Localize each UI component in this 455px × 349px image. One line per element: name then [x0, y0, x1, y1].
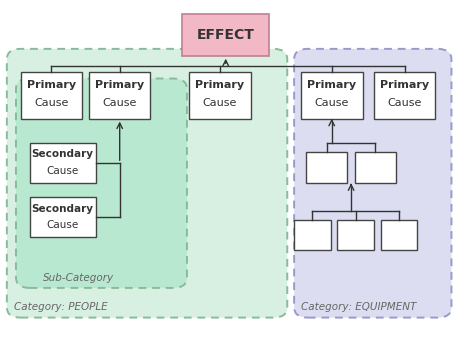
Text: Cause: Cause [102, 98, 136, 108]
Text: Cause: Cause [46, 220, 79, 230]
Text: Primary: Primary [27, 80, 76, 90]
FancyBboxPatch shape [89, 72, 150, 119]
Text: Primary: Primary [379, 80, 428, 90]
FancyBboxPatch shape [16, 79, 187, 288]
FancyBboxPatch shape [354, 152, 395, 183]
FancyBboxPatch shape [293, 49, 450, 318]
Text: Category: EQUIPMENT: Category: EQUIPMENT [300, 302, 415, 312]
Text: Cause: Cause [46, 166, 79, 176]
Text: Secondary: Secondary [32, 149, 93, 159]
Text: Primary: Primary [195, 80, 244, 90]
Text: Sub-Category: Sub-Category [43, 273, 114, 283]
Text: Cause: Cause [202, 98, 237, 108]
Text: Secondary: Secondary [32, 203, 93, 214]
FancyBboxPatch shape [182, 14, 268, 56]
Text: Cause: Cause [34, 98, 68, 108]
FancyBboxPatch shape [373, 72, 435, 119]
FancyBboxPatch shape [293, 220, 330, 250]
FancyBboxPatch shape [20, 72, 82, 119]
FancyBboxPatch shape [337, 220, 373, 250]
FancyBboxPatch shape [30, 143, 96, 183]
Text: Category: PEOPLE: Category: PEOPLE [14, 302, 107, 312]
FancyBboxPatch shape [300, 72, 362, 119]
FancyBboxPatch shape [30, 197, 96, 237]
FancyBboxPatch shape [380, 220, 416, 250]
Text: Primary: Primary [95, 80, 144, 90]
Text: Primary: Primary [307, 80, 355, 90]
FancyBboxPatch shape [7, 49, 287, 318]
Text: Cause: Cause [387, 98, 421, 108]
FancyBboxPatch shape [306, 152, 347, 183]
FancyBboxPatch shape [189, 72, 250, 119]
Text: Cause: Cause [314, 98, 348, 108]
Text: EFFECT: EFFECT [197, 28, 254, 42]
